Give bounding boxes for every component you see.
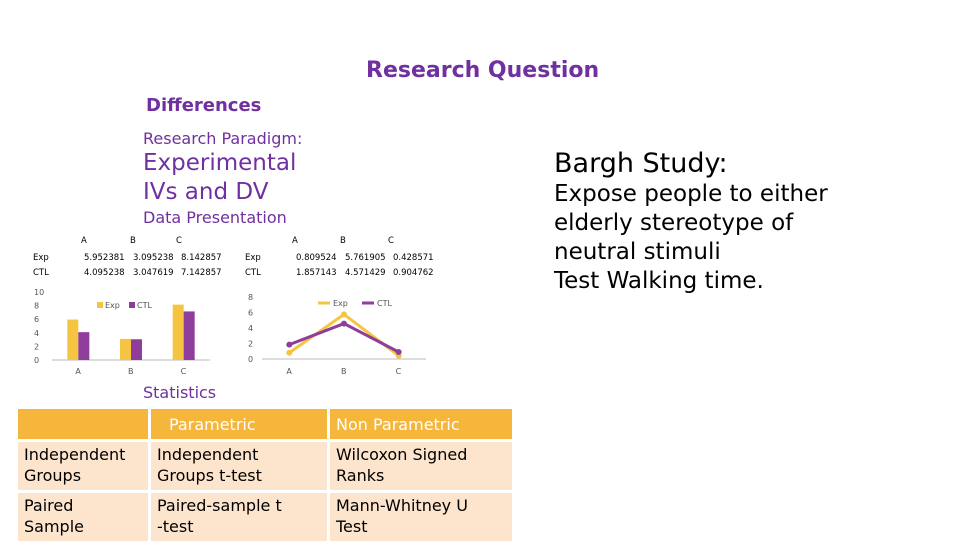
parametric-cell: Independent Groups t-test: [148, 439, 330, 493]
y-tick-label: 2: [248, 340, 253, 349]
header-cell-nonparametric: Non Parametric: [327, 406, 515, 442]
row-label-line: Sample: [24, 517, 84, 536]
statistics-label: Statistics: [143, 383, 217, 402]
cell-line: Test: [336, 517, 368, 536]
row-label-cell: Paired Sample: [15, 490, 151, 544]
point-exp-a: [286, 349, 293, 356]
cell-line: Wilcoxon Signed: [336, 445, 468, 464]
x-tick-label: C: [181, 367, 187, 376]
y-tick-label: 8: [248, 293, 253, 302]
y-tick-label: 8: [34, 302, 39, 311]
point-ctl-b: [341, 320, 347, 327]
nonparametric-cell: Wilcoxon Signed Ranks: [327, 439, 515, 493]
paradigm-text: Experimental IVs and DV: [143, 149, 296, 207]
y-tick-label: 10: [34, 288, 44, 297]
table-row: Paired Sample Paired-sample t -test Mann…: [15, 490, 515, 544]
paradigm-label: Research Paradigm:: [143, 129, 303, 148]
legend-swatch-exp: [97, 302, 103, 308]
paradigm-line-1: Experimental: [143, 150, 297, 176]
point-ctl-a: [286, 341, 293, 348]
bargh-line-1: Expose people to either: [554, 181, 828, 207]
bar-ctl-c: [183, 311, 195, 360]
bar-exp-b: [120, 338, 131, 360]
section-heading: Differences: [146, 95, 262, 116]
bar-ctl-b: [131, 339, 142, 360]
x-tick-label: A: [75, 367, 81, 376]
row-label-cell: Independent Groups: [15, 439, 151, 493]
y-tick-label: 4: [248, 324, 253, 333]
bargh-description: Expose people to either elderly stereoty…: [554, 180, 828, 296]
legend-label: CTL: [137, 301, 152, 310]
parametric-cell: Paired-sample t -test: [148, 490, 330, 544]
y-tick-label: 2: [34, 342, 39, 351]
bargh-line-3: neutral stimuli: [554, 239, 721, 265]
cell-line: Independent: [157, 445, 259, 464]
legend-label: Exp: [333, 299, 348, 308]
bargh-title: Bargh Study:: [554, 148, 728, 179]
paradigm-line-2: IVs and DV: [143, 179, 269, 205]
legend-swatch-ctl: [129, 302, 135, 308]
x-tick-label: B: [341, 367, 347, 376]
slide-title: Research Question: [366, 58, 600, 83]
bar-exp-a: [67, 319, 79, 360]
series-line-exp: [288, 312, 400, 357]
row-label-line: Paired: [24, 496, 74, 515]
legend-label: CTL: [377, 299, 392, 308]
cell-line: Ranks: [336, 466, 385, 485]
x-tick-label: B: [128, 367, 134, 376]
cell-line: Mann-Whitney U: [336, 496, 468, 515]
bar-exp-c: [172, 304, 184, 360]
statistics-table: Parametric Non Parametric Independent Gr…: [15, 406, 515, 544]
bargh-line-4: Test Walking time.: [554, 268, 764, 294]
cell-line: Groups t-test: [157, 466, 262, 485]
row-label-line: Independent: [24, 445, 126, 464]
data-presentation-label: Data Presentation: [143, 208, 287, 227]
point-ctl-c: [395, 348, 402, 355]
cell-line: Paired-sample t: [157, 496, 282, 515]
x-tick-label: C: [396, 367, 402, 376]
nonparametric-cell: Mann-Whitney U Test: [327, 490, 515, 544]
bar-ctl-a: [78, 332, 90, 360]
bargh-line-2: elderly stereotype of: [554, 210, 794, 236]
row-label-line: Groups: [24, 466, 82, 485]
table-header-row: Parametric Non Parametric: [15, 406, 515, 442]
series-line-ctl: [288, 321, 400, 354]
legend-label: Exp: [105, 301, 120, 310]
x-tick-label: A: [286, 367, 292, 376]
header-cell-empty: [15, 406, 151, 442]
y-tick-label: 4: [34, 329, 39, 338]
point-exp-b: [341, 311, 347, 318]
cell-line: -test: [157, 517, 194, 536]
y-tick-label: 6: [34, 315, 39, 324]
header-cell-parametric: Parametric: [148, 406, 330, 442]
y-tick-label: 0: [248, 355, 253, 364]
table-row: Independent Groups Independent Groups t-…: [15, 439, 515, 493]
y-tick-label: 0: [34, 356, 39, 365]
y-tick-label: 6: [248, 309, 253, 318]
